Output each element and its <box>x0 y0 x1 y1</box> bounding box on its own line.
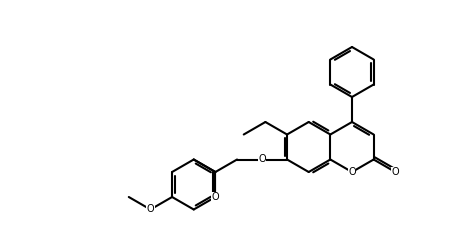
Text: O: O <box>146 205 154 214</box>
Text: O: O <box>391 167 399 177</box>
Text: O: O <box>258 154 266 165</box>
Text: O: O <box>348 167 356 177</box>
Text: O: O <box>212 192 219 202</box>
